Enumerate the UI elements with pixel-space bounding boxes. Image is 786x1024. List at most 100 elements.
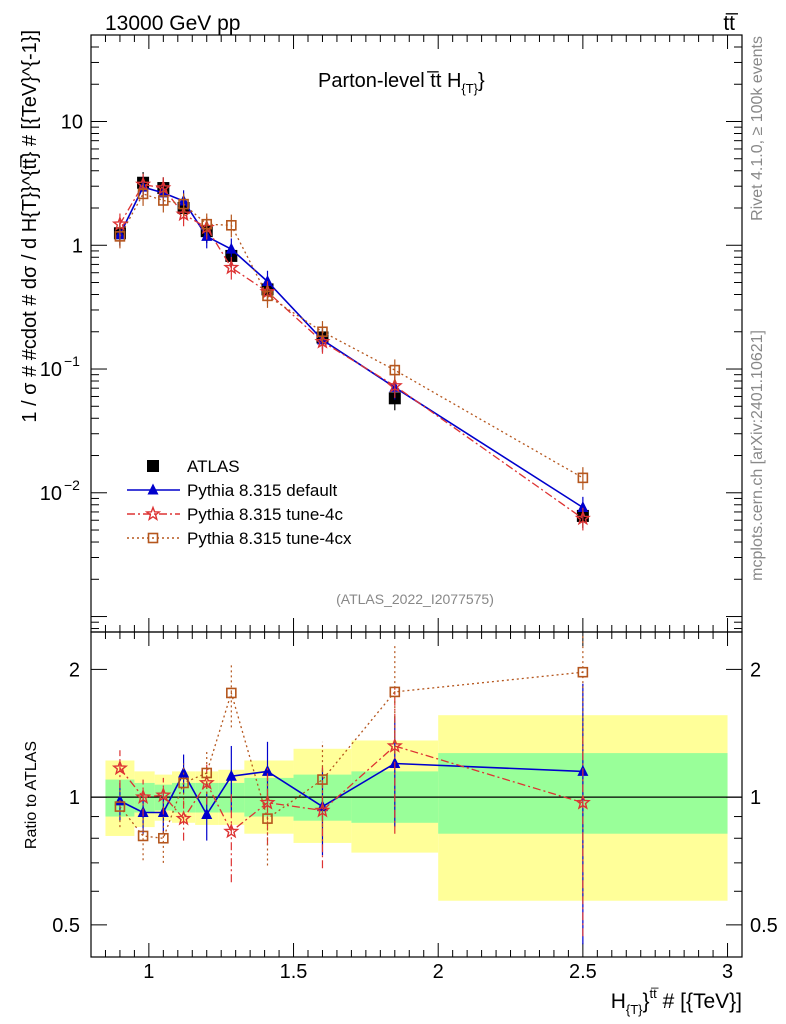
ratio-point-1-7 — [314, 801, 331, 818]
main-series-0 — [113, 172, 589, 528]
x-axis-label-unit: # [{TeV}] — [657, 990, 742, 1013]
chart-title-main: Parton-level t̅t H — [318, 70, 461, 92]
ratio-y-axis-label: Ratio to ATLAS — [23, 741, 40, 849]
main-series-2 — [111, 173, 591, 531]
ratio-point-2-0 — [114, 801, 126, 812]
ratio-panel-frame — [90, 631, 743, 958]
ratio-point-2-2 — [158, 832, 169, 844]
ratio-point-2-6 — [262, 813, 273, 824]
main-point-3-8 — [389, 364, 401, 376]
legend-marker-3 — [147, 532, 159, 544]
ratio-point-2-3 — [178, 777, 189, 789]
ratio-point-0-3 — [178, 766, 190, 778]
main-point-3-4 — [201, 218, 213, 230]
main-y-tick-label-1: 1 — [72, 235, 83, 257]
legend-label-0: ATLAS — [187, 457, 240, 476]
main-y-tick-label-0: 10 — [61, 112, 83, 134]
main-point-2-7 — [314, 333, 331, 349]
ratio-series-1 — [111, 686, 591, 937]
ratio-point-2-5 — [226, 687, 237, 699]
main-y-tick-label-2: 10 — [40, 359, 62, 381]
ratio-point-1-3 — [175, 810, 192, 826]
main-point-3-3 — [178, 198, 189, 210]
ratio-point-1-4 — [198, 774, 215, 790]
ratio-point-0-6 — [261, 764, 273, 776]
ratio-point-0-4 — [201, 808, 213, 820]
main-series-line-3 — [119, 193, 584, 479]
ratio-point-2-4 — [201, 767, 213, 779]
x-tick-label-1: 1.5 — [280, 961, 308, 983]
x-axis-label-brace: } — [643, 990, 650, 1013]
main-point-2-8 — [386, 377, 403, 393]
x-tick-label-0: 1 — [143, 961, 154, 983]
header-left: 13000 GeV pp — [105, 12, 240, 35]
ratio-point-2-9 — [577, 666, 589, 678]
analysis-watermark: (ATLAS_2022_I2077575) — [336, 591, 494, 607]
legend-label-2: Pythia 8.315 tune-4c — [187, 505, 343, 524]
ratio-point-2-8 — [389, 686, 401, 698]
legend-label-3: Pythia 8.315 tune-4cx — [187, 529, 352, 548]
main-point-3-1 — [137, 188, 149, 200]
legend-marker-1 — [147, 483, 159, 495]
panel-frames — [90, 34, 743, 958]
main-point-3-0 — [114, 231, 126, 242]
x-axis-label: H{T}}tt̅ # [{TeV}] — [611, 986, 742, 1017]
main-point-1-5 — [225, 242, 237, 254]
ratio-series-line-2 — [119, 671, 583, 840]
main-point-3-6 — [262, 290, 273, 302]
ratio-y-tick-label-left-2: 2 — [69, 659, 80, 681]
ratio-point-1-8 — [386, 737, 403, 753]
x-axis-label-h: H — [611, 990, 626, 1013]
main-y-tick-label-3: 10 — [40, 483, 62, 505]
main-series-line-1 — [119, 186, 584, 509]
series-layer — [111, 172, 591, 945]
ratio-y-tick-label-right-2: 2 — [750, 659, 761, 681]
ratio-point-1-1 — [135, 788, 152, 805]
legend-marker-0 — [147, 460, 159, 472]
chart-title-sub: {T} — [461, 81, 478, 96]
chart-title: Parton-level t̅t H{T}} — [318, 70, 485, 96]
main-point-3-2 — [158, 195, 169, 206]
legend-marker-2 — [144, 505, 162, 521]
x-tick-label-3: 2.5 — [569, 961, 597, 983]
ratio-point-1-9 — [574, 794, 591, 810]
main-y-axis-label: 1 / σ # #cdot # dσ / d H{T}}^{tt̅} # [{T… — [19, 30, 41, 423]
main-series-line-2 — [119, 183, 584, 520]
main-y-tick-exp-2: −1 — [64, 353, 80, 369]
ratio-point-1-2 — [155, 786, 172, 803]
ratio-point-2-7 — [317, 774, 328, 785]
x-axis-label-sub: {T} — [626, 1002, 643, 1017]
x-axis-label-sup: tt̅ — [650, 986, 659, 1001]
header-right: tt̅ — [723, 12, 739, 35]
main-point-2-5 — [223, 259, 240, 275]
main-point-1-9 — [577, 501, 589, 513]
ratio-y-tick-label-right-0: 0.5 — [750, 915, 778, 937]
main-y-tick-exp-3: −2 — [64, 477, 80, 493]
main-point-1-6 — [261, 274, 273, 286]
x-tick-label-4: 3 — [722, 961, 733, 983]
ratio-uncertainty-bands — [91, 715, 742, 901]
side-label-top: Rivet 4.1.0, ≥ 100k events — [749, 36, 766, 221]
x-tick-label-2: 2 — [433, 961, 444, 983]
ratio-y-tick-label-left-1: 1 — [69, 787, 80, 809]
main-point-3-9 — [577, 472, 589, 484]
main-point-3-5 — [226, 219, 237, 231]
main-point-3-7 — [317, 326, 328, 338]
main-point-2-3 — [175, 205, 192, 222]
ratio-point-2-1 — [137, 830, 149, 842]
legend-label-1: Pythia 8.315 default — [187, 481, 338, 500]
main-series-3 — [114, 183, 589, 490]
ratio-series-line-0 — [119, 762, 583, 817]
ratio-series-2 — [114, 635, 589, 866]
ratio-point-0-5 — [225, 769, 237, 781]
main-point-2-9 — [574, 509, 591, 526]
chart-title-tail: } — [478, 70, 485, 92]
ratio-point-1-0 — [111, 759, 129, 776]
ratio-point-1-5 — [223, 822, 240, 839]
ratio-y-tick-label-right-1: 1 — [750, 787, 761, 809]
ratio-y-tick-label-left-0: 0.5 — [52, 915, 80, 937]
side-label-bottom: mcplots.cern.ch [arXiv:2401.10621] — [749, 330, 766, 581]
